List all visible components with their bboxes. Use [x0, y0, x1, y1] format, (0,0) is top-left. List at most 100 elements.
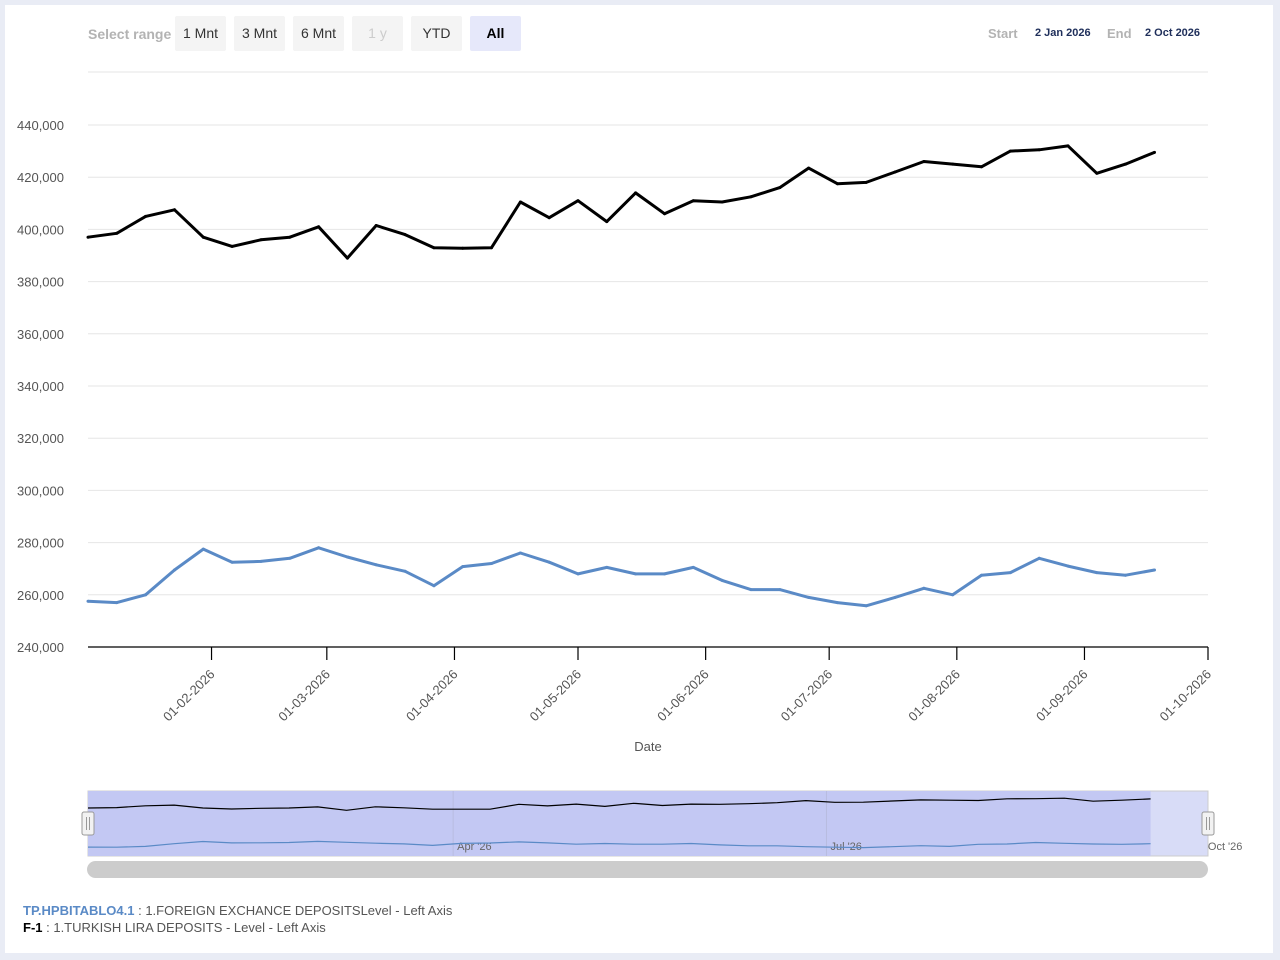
- data-point: [720, 578, 724, 582]
- data-point: [115, 231, 119, 235]
- data-point: [288, 235, 292, 239]
- data-point: [144, 593, 148, 597]
- x-axis-title: Date: [634, 739, 661, 754]
- handle-body: [1201, 811, 1215, 836]
- data-point: [864, 180, 868, 184]
- y-tick-label: 400,000: [17, 222, 64, 237]
- data-point: [403, 233, 407, 237]
- data-point: [778, 186, 782, 190]
- data-point: [490, 246, 493, 250]
- data-point: [403, 569, 407, 573]
- data-point: [374, 563, 378, 567]
- end-date-input[interactable]: 2 Oct 2026: [1145, 27, 1201, 39]
- data-point: [259, 238, 263, 242]
- data-point: [691, 565, 695, 569]
- data-point: [461, 246, 465, 250]
- y-tick-label: 340,000: [17, 379, 64, 394]
- range-button-1-year[interactable]: 1 y: [352, 16, 403, 51]
- data-point: [634, 191, 638, 195]
- data-point: [461, 565, 465, 569]
- series-line-foreign-exchange-deposits: [87, 144, 1156, 260]
- y-tick-label: 320,000: [17, 431, 64, 446]
- legend-series-code: TP.HPBITABLO4.1: [23, 903, 135, 918]
- data-point: [893, 170, 897, 174]
- data-point: [86, 235, 90, 239]
- data-point: [432, 246, 436, 250]
- data-point: [893, 595, 897, 599]
- x-tick-label: 01-05-2026: [526, 667, 584, 725]
- range-button-3-month[interactable]: 3 Mnt: [234, 16, 285, 51]
- navigator-scrollbar[interactable]: [87, 861, 1208, 878]
- legend-item-foreign-exchange: TP.HPBITABLO4.1 : 1.FOREIGN EXCHANCE DEP…: [23, 903, 452, 918]
- data-point: [345, 256, 349, 260]
- navigator-selected-range: [88, 791, 1151, 856]
- data-point: [432, 584, 436, 588]
- data-point: [1153, 150, 1156, 154]
- y-tick-label: 280,000: [17, 536, 64, 551]
- x-tick-label: 01-06-2026: [654, 667, 712, 725]
- legend-series-text: : 1.FOREIGN EXCHANCE DEPOSITSLevel - Lef…: [134, 903, 453, 918]
- data-point: [518, 551, 522, 555]
- data-point: [490, 562, 493, 565]
- y-tick-label: 260,000: [17, 588, 64, 603]
- x-tick-label: 01-10-2026: [1156, 667, 1214, 725]
- y-tick-label: 440,000: [17, 118, 64, 133]
- data-point: [1008, 149, 1012, 153]
- data-point: [576, 199, 580, 203]
- navigator-left-handle[interactable]: [81, 811, 95, 836]
- data-point: [173, 568, 176, 572]
- data-point: [1124, 162, 1128, 166]
- range-selector-label: Select range: [88, 26, 172, 42]
- y-tick-label: 300,000: [17, 483, 64, 498]
- data-point: [374, 224, 378, 227]
- data-point: [1037, 148, 1041, 152]
- data-point: [980, 165, 983, 169]
- data-point: [1095, 571, 1099, 575]
- data-point: [807, 166, 811, 170]
- data-point: [951, 593, 955, 597]
- data-point: [835, 601, 839, 605]
- start-date-input[interactable]: 2 Jan 2026: [1035, 27, 1091, 39]
- range-button-ytd[interactable]: YTD: [411, 16, 462, 51]
- data-point: [547, 216, 551, 220]
- data-point: [1066, 144, 1070, 148]
- data-point: [201, 235, 205, 239]
- y-tick-label: 360,000: [17, 327, 64, 342]
- data-point: [605, 565, 609, 569]
- series-line-turkish-lira-deposits: [87, 546, 1155, 608]
- data-point: [605, 220, 609, 224]
- navigator-label: Oct '26: [1208, 841, 1243, 853]
- data-point: [317, 546, 321, 550]
- range-button-all[interactable]: All: [470, 16, 521, 51]
- navigator-label: Apr '26: [457, 841, 492, 853]
- data-point: [576, 572, 580, 576]
- data-point: [259, 559, 263, 563]
- data-point: [345, 555, 349, 559]
- data-point: [663, 572, 666, 576]
- y-tick-label: 240,000: [17, 640, 64, 655]
- data-point: [663, 212, 666, 216]
- legend-series-text: : 1.TURKISH LIRA DEPOSITS - Level - Left…: [42, 920, 326, 935]
- data-point: [691, 199, 695, 203]
- data-point: [951, 162, 955, 166]
- data-point: [518, 200, 522, 204]
- range-button-6-month[interactable]: 6 Mnt: [293, 16, 344, 51]
- data-point: [922, 586, 926, 590]
- navigator[interactable]: Apr '26 Jul '26 Oct '26: [81, 790, 1243, 878]
- y-tick-label: 380,000: [17, 275, 64, 290]
- data-point: [980, 573, 983, 577]
- x-tick-label: 01-02-2026: [160, 667, 218, 725]
- navigator-series-line: [87, 840, 1151, 849]
- data-point: [807, 595, 811, 599]
- range-button-1-month[interactable]: 1 Mnt: [175, 16, 226, 51]
- data-point: [547, 560, 551, 564]
- navigator-right-handle[interactable]: [1201, 811, 1215, 836]
- handle-body: [81, 811, 95, 836]
- data-point: [230, 560, 234, 564]
- data-point: [720, 200, 724, 204]
- y-axis: 240,000 260,000 280,000 300,000 320,000 340,0…: [17, 118, 64, 655]
- data-point: [230, 244, 234, 248]
- data-point: [749, 195, 753, 199]
- data-point: [201, 547, 205, 551]
